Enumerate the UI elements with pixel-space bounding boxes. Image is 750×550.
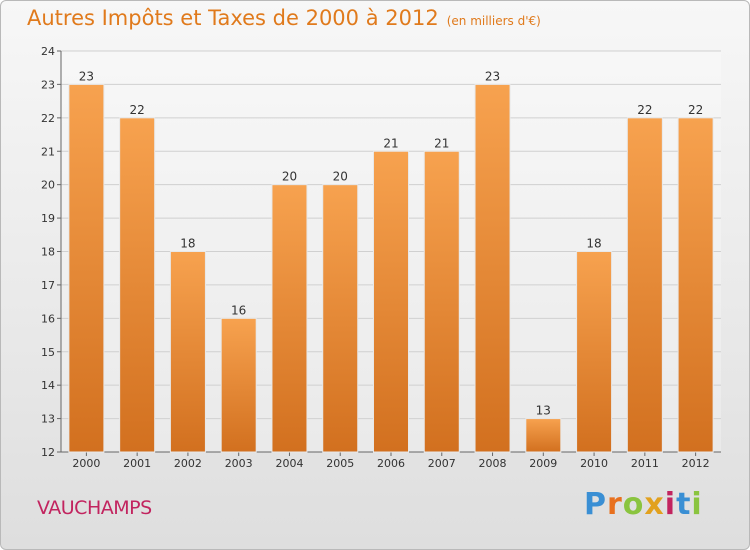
x-tick-label-2011: 2011	[631, 457, 659, 470]
x-tick-label-2005: 2005	[326, 457, 354, 470]
chart-unit: (en milliers d'€)	[446, 14, 541, 28]
y-tick-label: 21	[41, 145, 55, 158]
data-label-2002: 18	[180, 237, 195, 251]
logo-letter: i	[691, 487, 703, 522]
commune-name: VAUCHAMPS	[37, 497, 152, 519]
bars	[68, 83, 714, 453]
y-tick-label: 20	[41, 179, 55, 192]
x-tick-label-2004: 2004	[275, 457, 303, 470]
x-tick-label-2012: 2012	[682, 457, 710, 470]
bar-2004[interactable]	[271, 184, 308, 453]
data-label-2012: 22	[688, 103, 703, 117]
bar-2003[interactable]	[220, 317, 257, 453]
bar-2010[interactable]	[576, 251, 613, 453]
bar-2007[interactable]	[423, 150, 460, 453]
y-tick-label: 12	[41, 446, 55, 459]
bar-2005[interactable]	[322, 184, 359, 453]
x-tick-label-2010: 2010	[580, 457, 608, 470]
data-label-2003: 16	[231, 303, 246, 317]
logo-letter: t	[676, 487, 692, 522]
x-tick-label-2000: 2000	[72, 457, 100, 470]
bar-2008[interactable]	[474, 83, 511, 453]
data-labels: 23 22 18 16 20 20 21 21 23 13 18 22 22	[79, 69, 704, 417]
x-tick-label-2007: 2007	[428, 457, 456, 470]
bar-2012[interactable]	[677, 117, 714, 453]
y-tick-label: 15	[41, 346, 55, 359]
x-tick-label-2008: 2008	[479, 457, 507, 470]
axes: 12 13 14 15 16 17 18 19 20 21 22 23 24 2000 2001 2002 20…	[41, 45, 721, 470]
data-label-2005: 20	[333, 170, 348, 184]
logo-letter: x	[644, 487, 665, 522]
data-label-2001: 22	[130, 103, 145, 117]
y-tick-label: 19	[41, 212, 55, 225]
data-label-2009: 13	[536, 404, 551, 418]
data-label-2006: 21	[383, 136, 398, 150]
y-tick-label: 22	[41, 112, 55, 125]
bar-2011[interactable]	[626, 117, 663, 453]
logo-letter: i	[664, 487, 677, 522]
logo-letter: P	[584, 487, 607, 522]
bar-2001[interactable]	[119, 117, 156, 453]
y-tick-label: 14	[41, 379, 55, 392]
bar-2000[interactable]	[68, 83, 105, 453]
y-tick-label: 18	[41, 246, 55, 259]
chart-title-text: Autres Impôts et Taxes de 2000 à 2012	[27, 6, 439, 30]
bar-2006[interactable]	[373, 150, 409, 453]
data-label-2007: 21	[434, 136, 449, 150]
x-tick-label-2006: 2006	[377, 457, 405, 470]
bar-2002[interactable]	[169, 251, 206, 453]
y-tick-label: 13	[41, 413, 55, 426]
x-tick-label-2001: 2001	[123, 457, 151, 470]
logo-letter: r	[607, 487, 623, 522]
y-tick-label: 24	[41, 45, 55, 58]
y-tick-label: 16	[41, 312, 55, 325]
y-tick-label: 23	[41, 78, 55, 91]
data-label-2004: 20	[282, 170, 297, 184]
data-label-2008: 23	[485, 69, 500, 83]
bar-2009[interactable]	[525, 418, 562, 453]
x-tick-label-2009: 2009	[529, 457, 557, 470]
x-tick-label-2002: 2002	[174, 457, 202, 470]
data-label-2011: 22	[637, 103, 652, 117]
data-label-2010: 18	[586, 237, 601, 251]
chart-title: Autres Impôts et Taxes de 2000 à 2012 (en…	[27, 6, 541, 30]
proxiti-logo[interactable]: Proxiti	[584, 487, 703, 522]
logo-letter: o	[622, 487, 645, 522]
y-tick-label: 17	[41, 279, 55, 292]
data-label-2000: 23	[79, 69, 94, 83]
x-tick-label-2003: 2003	[225, 457, 253, 470]
